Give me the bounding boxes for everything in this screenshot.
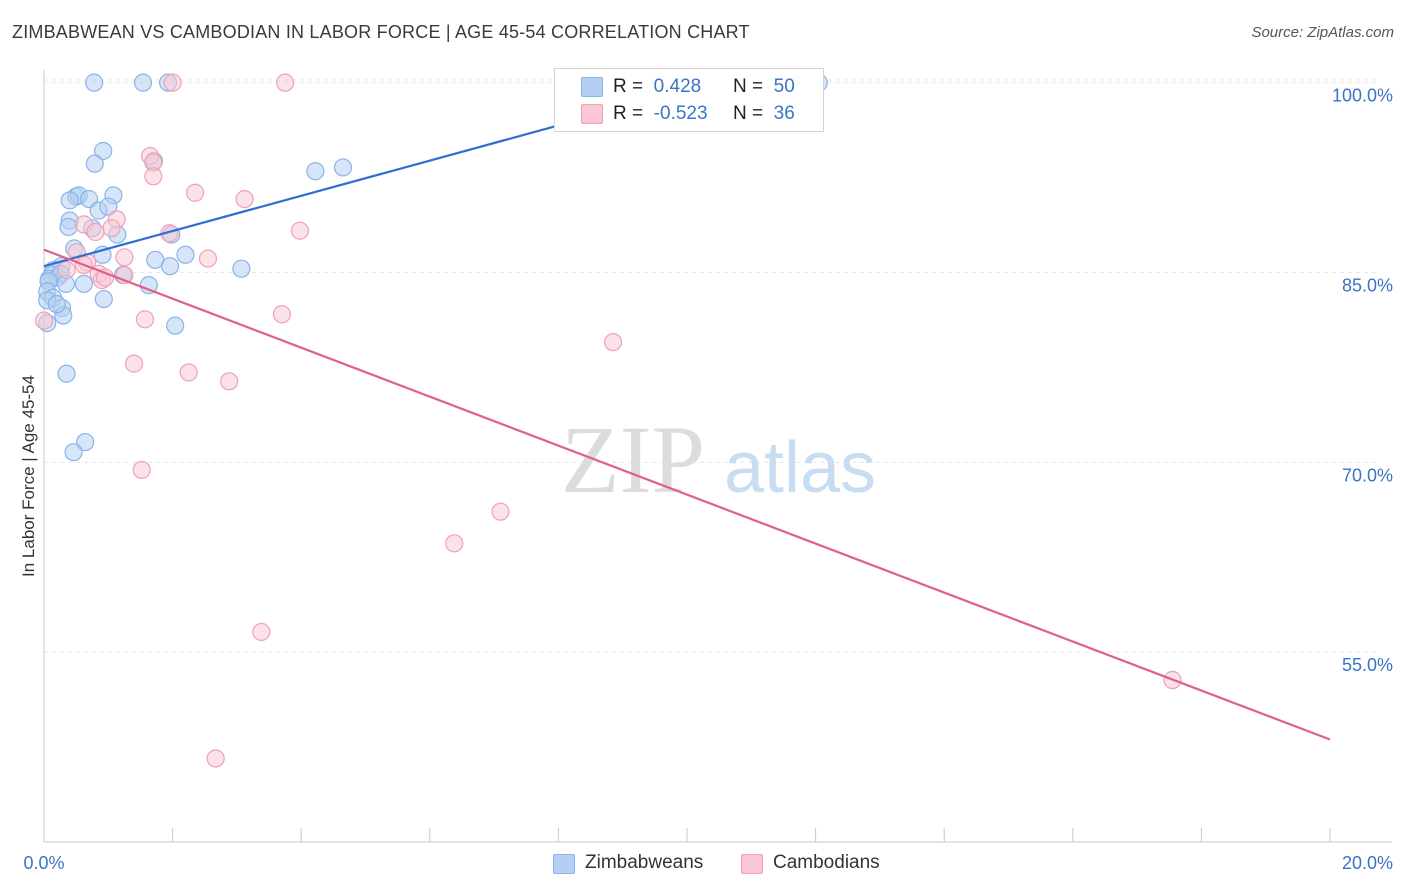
legend-r-label: R = [613,76,644,97]
data-point-cambodians [115,248,134,267]
data-point-cambodians [95,268,115,287]
trend-line-cambodians [43,248,1331,741]
data-point-zimbabweans [160,257,180,276]
bottom-legend-label-zimbabweans: Zimbabweans [585,852,704,873]
legend-n-value: 36 [773,103,795,124]
y-tick-label: 85.0% [1342,275,1393,295]
data-point-zimbabweans [85,154,104,173]
data-point-zimbabweans [85,73,104,92]
legend-n-value: 50 [773,76,795,97]
data-point-cambodians [86,222,105,242]
data-point-zimbabweans [133,73,153,92]
data-point-cambodians [206,749,225,768]
y-tick-label: 55.0% [1342,655,1393,675]
legend-n-label: N = [733,76,764,97]
x-tick-label: 20.0% [1342,853,1393,873]
bottom-legend-label-cambodians: Cambodians [773,852,880,873]
data-point-cambodians [198,249,218,268]
watermark-atlas: atlas [724,428,876,508]
data-point-zimbabweans [47,295,66,314]
data-point-zimbabweans [94,289,113,309]
data-point-cambodians [163,73,182,92]
axes [43,70,1392,843]
watermark: ZIP atlas [561,406,876,513]
data-point-cambodians [276,73,295,92]
y-tick-label: 100.0% [1332,86,1393,106]
data-point-zimbabweans [232,259,251,278]
data-point-zimbabweans [76,432,95,452]
legend-swatch-zimbabweans [581,77,603,97]
data-point-zimbabweans [99,197,118,216]
points [34,73,1182,768]
data-point-cambodians [445,534,464,553]
watermark-zip: ZIP [561,406,705,513]
data-point-zimbabweans [306,162,325,181]
bottom-legend-swatch-zimbabweans [553,854,575,874]
data-point-cambodians [132,460,151,480]
data-point-zimbabweans [57,364,76,383]
data-point-cambodians [220,372,239,391]
data-point-zimbabweans [139,276,158,295]
legend-r-label: R = [613,103,644,124]
data-point-cambodians [603,332,623,352]
data-point-zimbabweans [60,191,79,210]
data-point-zimbabweans [74,274,93,293]
x-tick-label: 0.0% [23,853,64,873]
legend-swatch-cambodians [581,104,603,124]
bottom-legend-swatch-cambodians [741,854,763,874]
data-point-cambodians [186,183,205,202]
data-point-zimbabweans [94,141,113,161]
y-tick-label: 70.0% [1342,465,1393,485]
legend-r-value: 0.428 [653,76,702,97]
axis-labels: 55.0% 70.0% 85.0% 100.0% 0.0% 20.0% In Labor F… [19,86,1393,873]
data-point-zimbabweans [176,245,195,264]
data-point-cambodians [491,502,510,521]
source-label: Source: ZipAtlas.com [1251,24,1394,41]
data-point-cambodians [124,354,144,373]
correlation-legend: R = 0.428 N = 50 R = -0.523 N = 36 [554,68,824,132]
chart-title: ZIMBABWEAN VS CAMBODIAN IN LABOR FORCE |… [12,22,750,42]
data-point-cambodians [102,219,121,238]
grid [44,79,1380,653]
data-point-cambodians [57,260,76,280]
data-point-zimbabweans [333,158,353,177]
data-point-zimbabweans [166,316,185,335]
data-point-zimbabweans [64,443,83,462]
data-point-cambodians [272,305,292,324]
legend-r-value: -0.523 [653,103,708,124]
data-point-zimbabweans [59,217,78,237]
data-point-cambodians [290,221,310,240]
data-point-cambodians [34,311,54,330]
data-point-cambodians [235,189,254,209]
data-point-cambodians [252,622,271,642]
legend-n-label: N = [733,103,764,124]
data-point-cambodians [144,167,163,186]
data-point-cambodians [179,363,198,382]
y-axis-title: In Labor Force | Age 45-54 [19,375,38,577]
data-point-cambodians [135,310,155,329]
